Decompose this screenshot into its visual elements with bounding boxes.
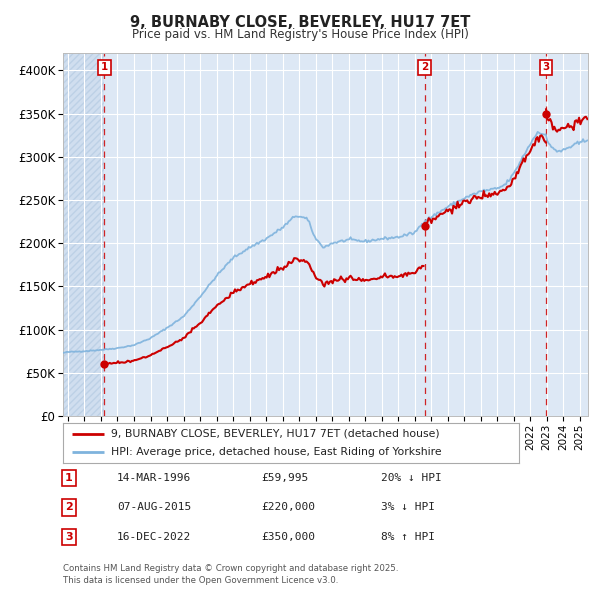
Text: £59,995: £59,995 (261, 473, 308, 483)
Text: 3: 3 (542, 62, 550, 72)
Text: 14-MAR-1996: 14-MAR-1996 (117, 473, 191, 483)
Text: 2: 2 (421, 62, 428, 72)
Text: 9, BURNABY CLOSE, BEVERLEY, HU17 7ET (detached house): 9, BURNABY CLOSE, BEVERLEY, HU17 7ET (de… (111, 429, 440, 439)
Text: £220,000: £220,000 (261, 503, 315, 512)
Text: 16-DEC-2022: 16-DEC-2022 (117, 532, 191, 542)
Text: 2: 2 (65, 503, 73, 512)
Text: 1: 1 (101, 62, 108, 72)
Text: 3% ↓ HPI: 3% ↓ HPI (381, 503, 435, 512)
Text: 3: 3 (65, 532, 73, 542)
Text: Price paid vs. HM Land Registry's House Price Index (HPI): Price paid vs. HM Land Registry's House … (131, 28, 469, 41)
Text: £350,000: £350,000 (261, 532, 315, 542)
Text: 1: 1 (65, 473, 73, 483)
Text: 8% ↑ HPI: 8% ↑ HPI (381, 532, 435, 542)
Text: Contains HM Land Registry data © Crown copyright and database right 2025.
This d: Contains HM Land Registry data © Crown c… (63, 565, 398, 585)
Text: 20% ↓ HPI: 20% ↓ HPI (381, 473, 442, 483)
Text: HPI: Average price, detached house, East Riding of Yorkshire: HPI: Average price, detached house, East… (111, 447, 442, 457)
Text: 9, BURNABY CLOSE, BEVERLEY, HU17 7ET: 9, BURNABY CLOSE, BEVERLEY, HU17 7ET (130, 15, 470, 30)
Text: 07-AUG-2015: 07-AUG-2015 (117, 503, 191, 512)
